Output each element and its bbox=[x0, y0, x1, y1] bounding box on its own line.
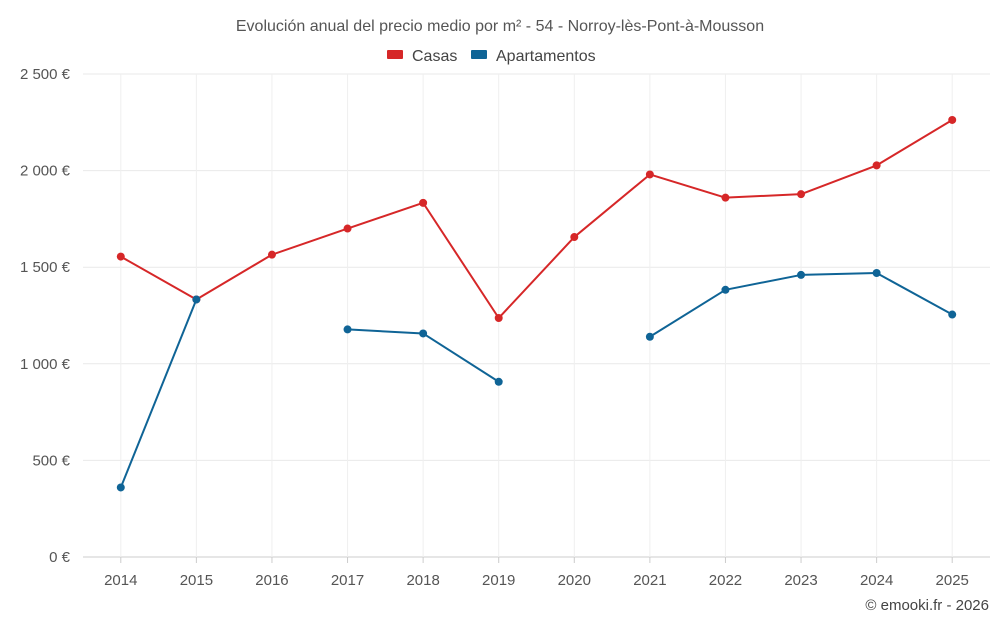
chart-title: Evolución anual del precio medio por m² … bbox=[236, 18, 764, 35]
data-point-apartamentos-2024[interactable] bbox=[872, 268, 881, 277]
x-axis: 2014 2015 2016 2017 2018 2019 2020 2021 2022 2023… bbox=[104, 557, 969, 589]
legend-label-apartamentos: Apartamentos bbox=[496, 48, 596, 65]
x-tick-label: 2022 bbox=[709, 572, 742, 589]
data-point-apartamentos-2015[interactable] bbox=[192, 295, 201, 304]
y-tick-label: 2 500 € bbox=[20, 66, 71, 83]
data-point-apartamentos-2019[interactable] bbox=[494, 377, 503, 386]
data-point-casas-2023[interactable] bbox=[797, 190, 806, 199]
x-tick-label: 2015 bbox=[180, 572, 213, 589]
x-tick-label: 2018 bbox=[406, 572, 439, 589]
data-point-apartamentos-2014[interactable] bbox=[116, 483, 125, 492]
legend-item-apartamentos[interactable]: Apartamentos bbox=[471, 48, 596, 65]
x-tick-label: 2016 bbox=[255, 572, 288, 589]
y-tick-label: 1 000 € bbox=[20, 356, 71, 373]
series-layer bbox=[116, 115, 957, 492]
data-point-apartamentos-2017[interactable] bbox=[343, 325, 352, 334]
x-tick-label: 2020 bbox=[558, 572, 591, 589]
data-point-apartamentos-2018[interactable] bbox=[419, 329, 428, 338]
data-point-casas-2020[interactable] bbox=[570, 233, 579, 242]
y-axis: 0 € 500 € 1 000 € 1 500 € 2 000 € 2 500 € bbox=[20, 66, 71, 566]
data-point-casas-2021[interactable] bbox=[645, 170, 654, 179]
legend-swatch-casas bbox=[387, 50, 403, 59]
x-tick-label: 2025 bbox=[936, 572, 969, 589]
data-point-apartamentos-2023[interactable] bbox=[797, 270, 806, 279]
data-point-casas-2024[interactable] bbox=[872, 161, 881, 170]
data-point-casas-2025[interactable] bbox=[948, 115, 957, 124]
series-line-apartamentos bbox=[119, 299, 198, 488]
y-tick-label: 2 000 € bbox=[20, 163, 71, 180]
legend-label-casas: Casas bbox=[412, 48, 457, 65]
data-point-casas-2017[interactable] bbox=[343, 224, 352, 233]
data-point-casas-2014[interactable] bbox=[116, 252, 125, 261]
grid bbox=[83, 73, 990, 558]
y-tick-label: 500 € bbox=[32, 452, 70, 469]
series-line-casas bbox=[120, 119, 953, 320]
x-tick-label: 2019 bbox=[482, 572, 515, 589]
y-tick-label: 0 € bbox=[49, 549, 71, 566]
legend: Casas Apartamentos bbox=[387, 48, 596, 65]
x-tick-label: 2014 bbox=[104, 572, 137, 589]
x-tick-label: 2021 bbox=[633, 572, 666, 589]
data-point-apartamentos-2021[interactable] bbox=[645, 332, 654, 341]
x-tick-label: 2017 bbox=[331, 572, 364, 589]
data-point-casas-2016[interactable] bbox=[267, 250, 276, 259]
data-point-apartamentos-2022[interactable] bbox=[721, 285, 730, 294]
x-tick-label: 2024 bbox=[860, 572, 893, 589]
data-point-casas-2019[interactable] bbox=[494, 314, 503, 323]
legend-swatch-apartamentos bbox=[471, 50, 487, 59]
data-point-casas-2022[interactable] bbox=[721, 193, 730, 202]
legend-item-casas[interactable]: Casas bbox=[387, 48, 457, 65]
data-point-casas-2018[interactable] bbox=[419, 198, 428, 207]
credit-text: © emooki.fr - 2026 bbox=[865, 597, 989, 614]
data-point-apartamentos-2025[interactable] bbox=[948, 310, 957, 319]
x-tick-label: 2023 bbox=[784, 572, 817, 589]
y-tick-label: 1 500 € bbox=[20, 259, 71, 276]
